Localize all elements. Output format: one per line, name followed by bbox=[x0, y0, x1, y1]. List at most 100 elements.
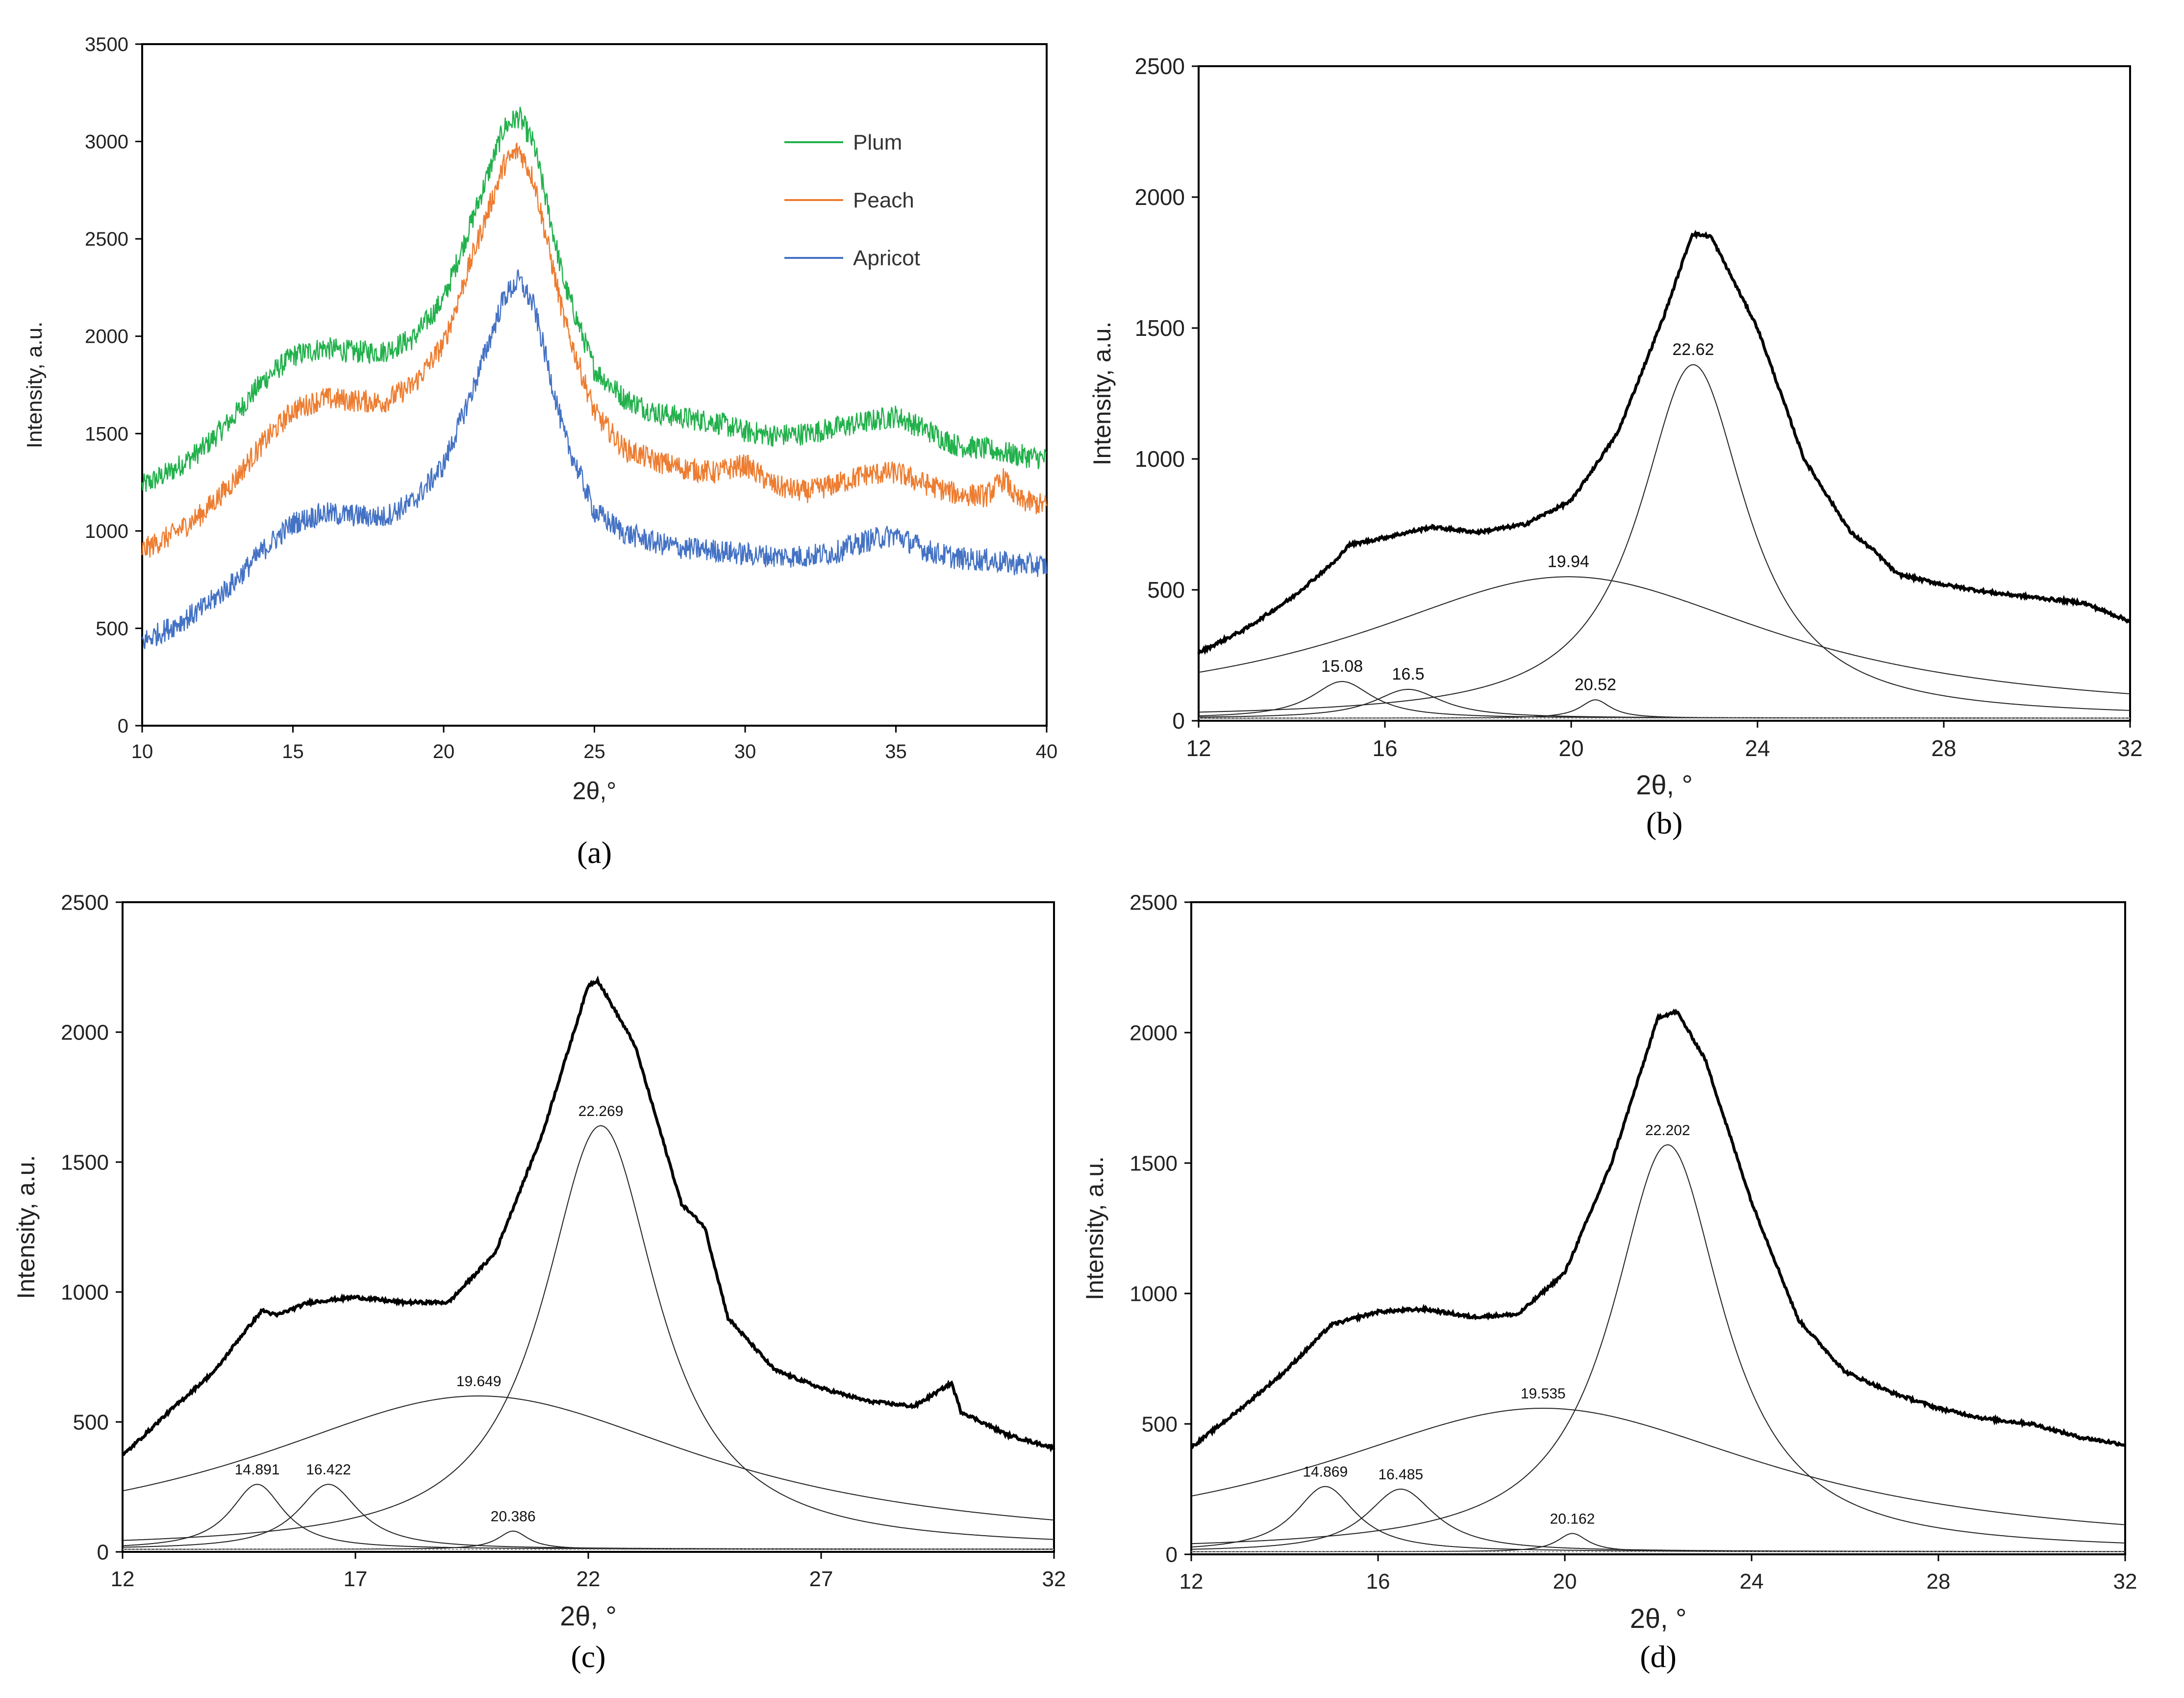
y-tick-label: 2000 bbox=[1130, 1021, 1178, 1045]
peak-label: 16.5 bbox=[1392, 665, 1424, 684]
chart-d: 0 500 1000 1500 2000 2500 12 16 20 24 28 32 2θ, ° Int… bbox=[1081, 890, 2137, 1674]
x-tick-label: 16 bbox=[1372, 735, 1397, 761]
y-tick-label: 3500 bbox=[85, 34, 128, 55]
peak-label: 16.485 bbox=[1378, 1467, 1423, 1483]
peak-label: 22.202 bbox=[1645, 1122, 1690, 1139]
plot-frame bbox=[1190, 901, 2126, 1555]
y-tick-label: 1000 bbox=[1130, 1282, 1178, 1306]
x-axis-label: 2θ, ° bbox=[1630, 1603, 1687, 1634]
y-axis-label: Intensity, a.u. bbox=[1088, 322, 1116, 466]
x-tick-label: 28 bbox=[1927, 1570, 1951, 1594]
x-axis-label: 2θ, ° bbox=[1636, 769, 1693, 800]
fitted-peak bbox=[1198, 576, 2131, 694]
fitted-peak bbox=[122, 1125, 1054, 1541]
panel-label: (a) bbox=[577, 835, 612, 870]
y-tick-label: 500 bbox=[96, 618, 128, 639]
chart-c: 0 500 1000 1500 2000 2500 12 17 22 27 32 2θ, ° Inten… bbox=[12, 890, 1066, 1674]
peak-label: 20.52 bbox=[1575, 675, 1616, 694]
x-tick-label: 30 bbox=[734, 741, 756, 762]
panel-label: (b) bbox=[1646, 806, 1683, 840]
peak-label: 19.535 bbox=[1521, 1386, 1566, 1402]
peak-label: 16.422 bbox=[306, 1462, 351, 1478]
panel-label: (d) bbox=[1640, 1639, 1677, 1674]
x-tick-label: 35 bbox=[885, 741, 907, 762]
y-tick-label: 1000 bbox=[1135, 446, 1185, 472]
plot-frame bbox=[1198, 65, 2131, 722]
panel-label: (c) bbox=[571, 1639, 605, 1674]
y-tick-label: 0 bbox=[1166, 1543, 1178, 1567]
x-tick-label: 24 bbox=[1740, 1570, 1764, 1594]
y-tick-label: 0 bbox=[1172, 708, 1185, 734]
y-axis-label: Intensity, a.u. bbox=[12, 1155, 40, 1299]
x-tick-label: 24 bbox=[1745, 735, 1770, 761]
y-tick-label: 2000 bbox=[85, 326, 128, 348]
y-tick-label: 1500 bbox=[85, 423, 128, 445]
peak-label: 15.08 bbox=[1321, 657, 1363, 676]
y-tick-label: 500 bbox=[73, 1410, 109, 1434]
y-tick-label: 2500 bbox=[61, 890, 109, 914]
peak-label: 19.94 bbox=[1548, 552, 1589, 571]
x-tick-label: 20 bbox=[433, 741, 455, 762]
y-tick-label: 2500 bbox=[1135, 53, 1185, 79]
chart-a: 0 500 1000 1500 2000 2500 3000 3500 10 15 20 25 30 35… bbox=[23, 34, 1057, 870]
legend-label: Apricot bbox=[853, 246, 920, 270]
peak-label: 14.869 bbox=[1303, 1464, 1348, 1480]
x-tick-label: 17 bbox=[344, 1567, 368, 1591]
x-tick-label: 40 bbox=[1036, 741, 1058, 762]
y-tick-label: 2500 bbox=[1130, 890, 1178, 914]
measured-curve bbox=[1190, 1008, 2126, 1449]
fitted-peak bbox=[1199, 364, 2131, 713]
series-line-peach bbox=[141, 142, 1048, 558]
peak-label: 20.162 bbox=[1550, 1511, 1595, 1527]
fitted-peak bbox=[122, 1395, 1054, 1521]
x-tick-label: 28 bbox=[1931, 735, 1956, 761]
x-tick-label: 25 bbox=[583, 741, 605, 762]
y-axis-label: Intensity, a.u. bbox=[23, 322, 47, 448]
legend: Plum Peach Apricot bbox=[784, 130, 920, 270]
y-axis-label: Intensity, a.u. bbox=[1081, 1156, 1108, 1300]
x-tick-label: 16 bbox=[1366, 1570, 1390, 1594]
y-tick-label: 2500 bbox=[85, 228, 128, 250]
y-tick-label: 2000 bbox=[61, 1020, 109, 1044]
x-tick-label: 20 bbox=[1553, 1570, 1577, 1594]
y-tick-label: 1000 bbox=[61, 1280, 109, 1304]
peak-label: 14.891 bbox=[235, 1462, 280, 1478]
y-tick-label: 3000 bbox=[85, 131, 128, 153]
y-tick-label: 500 bbox=[1147, 577, 1185, 603]
x-tick-label: 32 bbox=[2117, 735, 2142, 761]
x-tick-label: 12 bbox=[111, 1567, 135, 1591]
y-tick-label: 1500 bbox=[1130, 1151, 1178, 1175]
x-tick-label: 32 bbox=[1042, 1567, 1066, 1591]
measured-curve bbox=[122, 975, 1055, 1457]
y-tick-label: 1500 bbox=[1135, 315, 1185, 341]
x-tick-label: 32 bbox=[2113, 1570, 2137, 1594]
legend-label: Peach bbox=[853, 188, 914, 212]
fitted-peak bbox=[123, 1530, 1054, 1550]
y-tick-label: 500 bbox=[1142, 1412, 1178, 1436]
peak-label: 20.386 bbox=[491, 1509, 536, 1525]
y-tick-label: 1000 bbox=[85, 521, 128, 542]
x-tick-label: 22 bbox=[577, 1567, 601, 1591]
fitted-peak bbox=[1191, 1408, 2126, 1525]
series-line-plum bbox=[141, 106, 1047, 492]
y-tick-label: 2000 bbox=[1135, 184, 1185, 210]
y-tick-label: 1500 bbox=[61, 1150, 109, 1174]
x-tick-label: 27 bbox=[809, 1567, 833, 1591]
x-axis-label: 2θ, ° bbox=[560, 1600, 617, 1631]
fitted-peak bbox=[1191, 1144, 2126, 1545]
x-tick-label: 15 bbox=[282, 741, 304, 762]
series-line-apricot bbox=[141, 269, 1048, 649]
x-tick-label: 10 bbox=[131, 741, 153, 762]
x-tick-label: 12 bbox=[1186, 735, 1211, 761]
x-tick-label: 20 bbox=[1558, 735, 1583, 761]
peak-label: 22.62 bbox=[1672, 340, 1714, 359]
peak-label: 22.269 bbox=[578, 1103, 624, 1119]
y-tick-label: 0 bbox=[97, 1540, 109, 1564]
x-axis-label: 2θ,° bbox=[573, 777, 617, 805]
fitted-peak bbox=[1199, 699, 2130, 719]
legend-label: Plum bbox=[853, 130, 902, 154]
y-tick-label: 0 bbox=[118, 715, 128, 737]
chart-b: 0 500 1000 1500 2000 2500 12 16 20 24 28 32 2θ, ° Int… bbox=[1088, 53, 2143, 840]
x-tick-label: 12 bbox=[1180, 1570, 1204, 1594]
